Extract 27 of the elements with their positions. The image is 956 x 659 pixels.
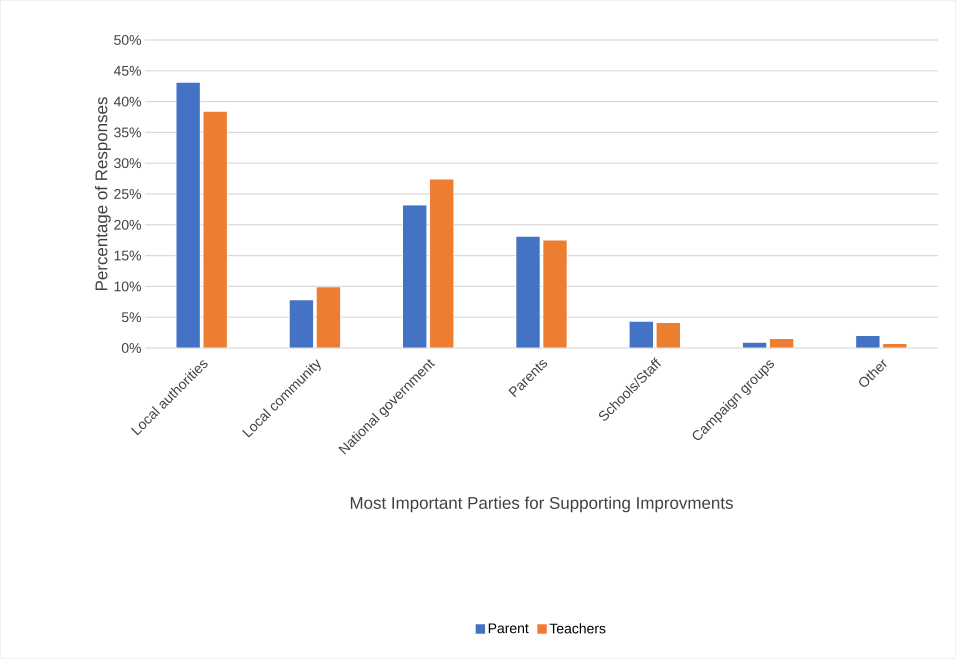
bar: [516, 236, 540, 348]
y-axis-title: Percentage of Responses: [94, 97, 111, 290]
y-tick-label: 35%: [114, 127, 141, 138]
bar: [202, 111, 228, 348]
bar: [289, 300, 314, 348]
bar: [316, 286, 341, 348]
y-tick-label: 10%: [114, 281, 141, 292]
bar: [770, 338, 794, 348]
y-tick-label: 45%: [114, 66, 141, 76]
y-tick-label: 30%: [114, 158, 141, 168]
x-axis-title: Most Important Parties for Supporting Improvments: [350, 496, 733, 512]
y-tick-label: 5%: [122, 312, 141, 322]
y-tick-label: 0%: [122, 343, 141, 353]
y-tick-label: 25%: [114, 189, 141, 199]
bar: [542, 240, 568, 348]
y-tick-label: 40%: [114, 96, 141, 107]
bar: [429, 178, 454, 348]
bar: [656, 322, 681, 348]
y-tick-label: 20%: [114, 220, 141, 230]
legend-label: Teachers: [550, 623, 606, 634]
y-tick-label: 15%: [114, 250, 141, 260]
y-tick-label: 50%: [114, 35, 141, 45]
bar: [176, 82, 200, 348]
bar: [402, 204, 428, 348]
bar: [628, 321, 654, 348]
bar: [856, 335, 880, 348]
legend-label: Parent: [488, 623, 529, 634]
